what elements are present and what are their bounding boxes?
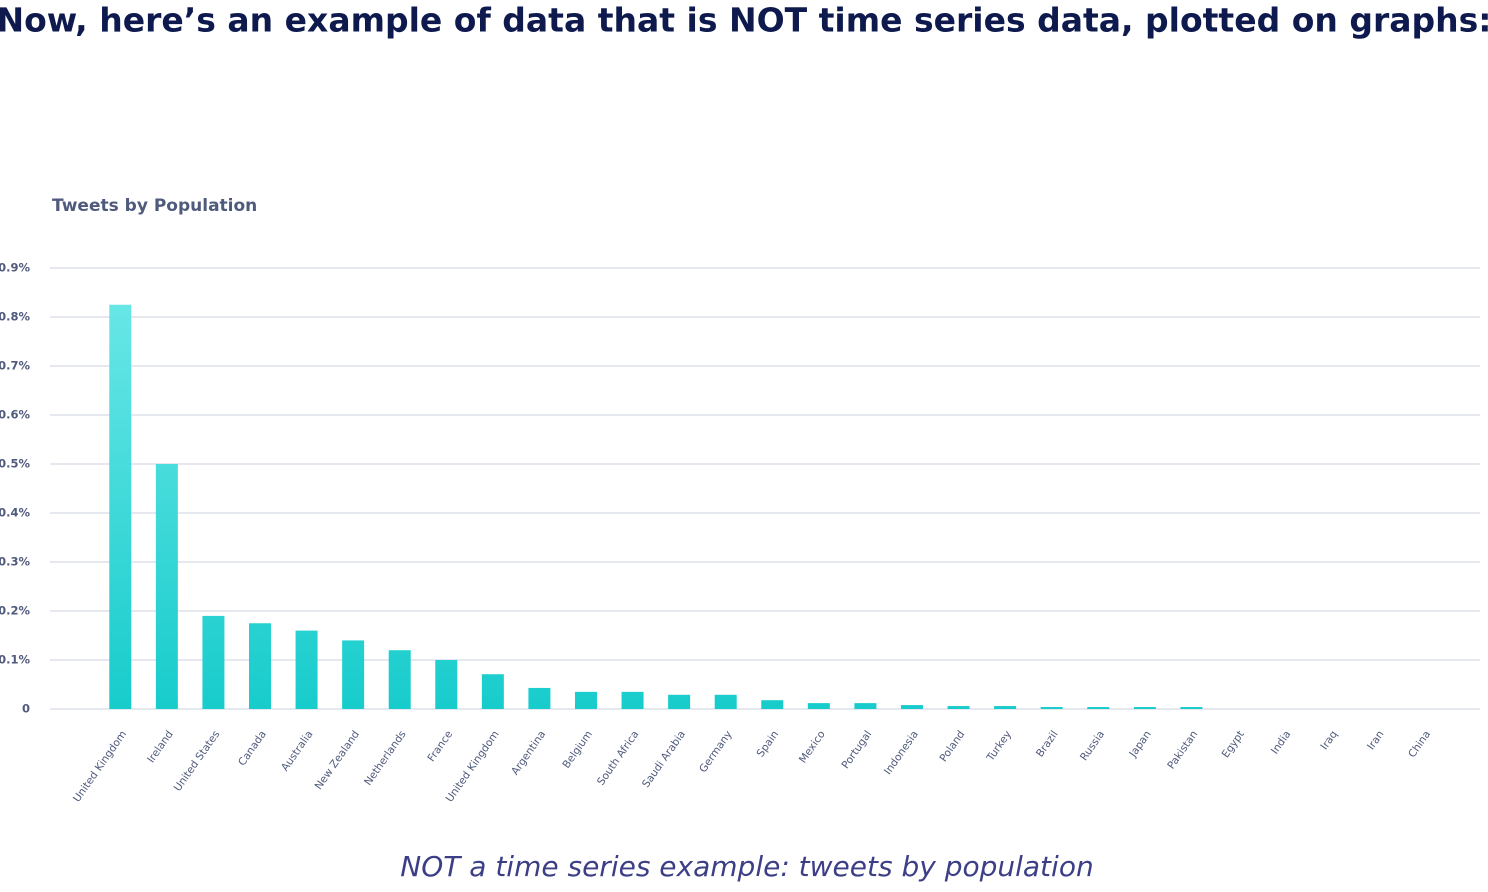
- bar: [435, 660, 458, 709]
- bar: [807, 703, 830, 709]
- bar: [900, 705, 923, 709]
- x-tick-label: New Zealand: [313, 729, 362, 792]
- y-tick-label: 0.8%: [0, 310, 30, 324]
- bar: [481, 674, 504, 709]
- x-tick-label: Brazil: [1034, 729, 1061, 760]
- x-tick-label: Saudi Arabia: [640, 729, 688, 790]
- bar: [854, 703, 877, 709]
- bar: [295, 630, 318, 709]
- x-tick-label: Poland: [938, 729, 968, 765]
- x-tick-label: Iran: [1365, 729, 1387, 753]
- x-tick-label: Pakistan: [1165, 729, 1200, 772]
- x-tick-label: United Kingdom: [71, 729, 129, 805]
- x-tick-label: Mexico: [797, 729, 828, 766]
- x-tick-label: Egypt: [1220, 729, 1247, 761]
- bar: [994, 706, 1017, 709]
- bar: [388, 650, 411, 709]
- x-tick-label: Netherlands: [362, 729, 409, 788]
- bar: [155, 464, 178, 709]
- x-tick-label: Germany: [697, 729, 735, 775]
- caption: NOT a time series example: tweets by pop…: [400, 850, 1093, 883]
- x-tick-label: Belgium: [560, 729, 595, 771]
- x-tick-label: Australia: [279, 729, 315, 774]
- bar: [1040, 707, 1063, 709]
- bar: [574, 691, 597, 709]
- chart-title: Tweets by Population: [52, 196, 257, 216]
- y-tick-label: 0.9%: [0, 261, 30, 275]
- x-tick-label: United States: [172, 729, 223, 794]
- x-tick-label: Japan: [1127, 729, 1154, 761]
- x-tick-label: Iraq: [1318, 729, 1340, 753]
- x-tick-label: South Africa: [595, 729, 641, 788]
- y-tick-label: 0.4%: [0, 506, 30, 520]
- bar: [1180, 707, 1203, 709]
- y-tick-label: 0.5%: [0, 457, 30, 471]
- bar: [109, 304, 132, 709]
- x-tick-label: Indonesia: [882, 729, 921, 777]
- bar: [714, 694, 737, 709]
- bar: [202, 615, 225, 709]
- x-tick-label: Portugal: [840, 729, 875, 772]
- x-tick-label: Spain: [755, 729, 782, 760]
- x-tick-label: Argentina: [509, 729, 548, 778]
- y-tick-label: 0.6%: [0, 408, 30, 422]
- x-tick-label: Turkey: [984, 729, 1014, 765]
- heading: Now, here’s an example of data that is N…: [0, 1, 1488, 40]
- y-tick-label: 0.7%: [0, 359, 30, 373]
- y-tick-label: 0.2%: [0, 604, 30, 618]
- x-tick-label: United Kingdom: [444, 729, 502, 805]
- bar: [528, 687, 551, 709]
- x-tick-label: India: [1269, 729, 1294, 757]
- bar: [342, 640, 365, 709]
- x-tick-label: France: [425, 729, 455, 764]
- y-tick-label: 0.3%: [0, 555, 30, 569]
- bar: [947, 706, 970, 709]
- bar: [248, 623, 271, 709]
- bar: [621, 691, 644, 709]
- x-tick-label: China: [1406, 729, 1433, 760]
- bar: [761, 700, 784, 709]
- x-tick-label: Canada: [236, 729, 269, 769]
- x-tick-label: Ireland: [145, 729, 176, 766]
- bar: [668, 694, 691, 709]
- x-tick-label: Russia: [1078, 729, 1107, 764]
- bar: [1087, 707, 1110, 709]
- y-tick-label: 0: [22, 702, 30, 716]
- bar: [1133, 707, 1156, 709]
- y-tick-label: 0.1%: [0, 653, 30, 667]
